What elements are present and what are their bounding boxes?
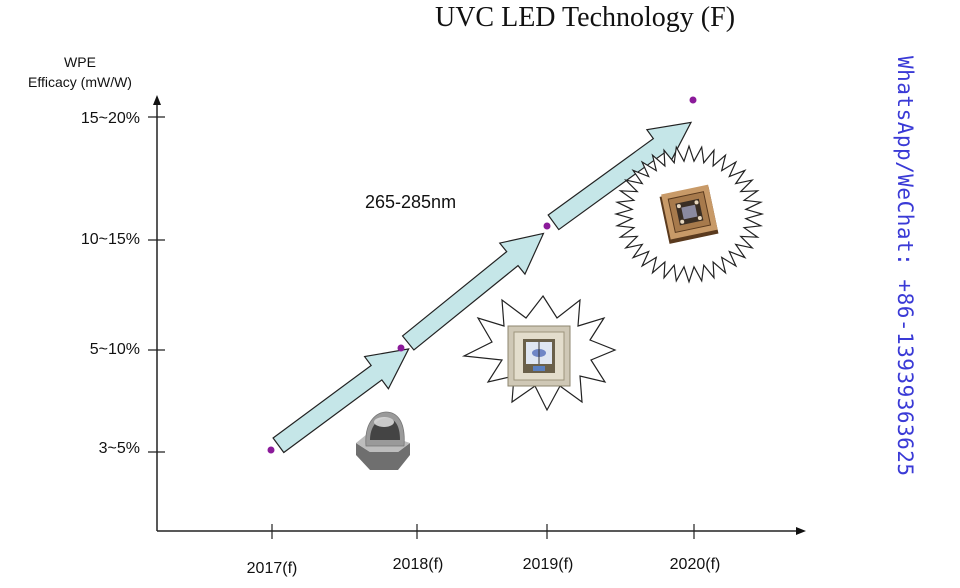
y-axis-label-line2: Efficacy (mW/W) xyxy=(28,74,132,90)
x-tick-label: 2020(f) xyxy=(669,556,721,573)
trend-arrow-3 xyxy=(547,121,693,231)
y-axis-label-line1: WPE xyxy=(64,54,96,70)
data-point-2020 xyxy=(689,96,697,104)
data-point-2018 xyxy=(397,344,405,352)
y-tick-label: 3~5% xyxy=(98,440,140,457)
ceramic-smd-led-image xyxy=(659,184,719,244)
x-axis xyxy=(157,524,806,539)
flat-window-led-image xyxy=(507,325,571,387)
x-tick-label: 2019(f) xyxy=(522,556,574,573)
trend-arrow-1 xyxy=(272,348,410,454)
y-axis xyxy=(148,95,165,531)
y-tick-label: 15~20% xyxy=(80,110,140,127)
trend-arrow-2 xyxy=(401,232,545,351)
wavelength-annotation: 265-285nm xyxy=(365,192,457,212)
dome-lens-led-image xyxy=(356,411,410,470)
x-tick-label: 2017(f) xyxy=(246,560,298,577)
data-point-2019 xyxy=(543,222,551,230)
y-axis-label: WPE Efficacy (mW/W) xyxy=(20,52,140,92)
y-tick-label: 5~10% xyxy=(89,341,140,358)
y-tick-label: 10~15% xyxy=(80,231,140,248)
x-tick-label: 2018(f) xyxy=(392,556,444,573)
contact-info: WhatsApp/WeChat: +86-13939363625 xyxy=(893,56,917,477)
chart-title: UVC LED Technology (F) xyxy=(434,2,736,33)
data-point-2017 xyxy=(267,446,275,454)
